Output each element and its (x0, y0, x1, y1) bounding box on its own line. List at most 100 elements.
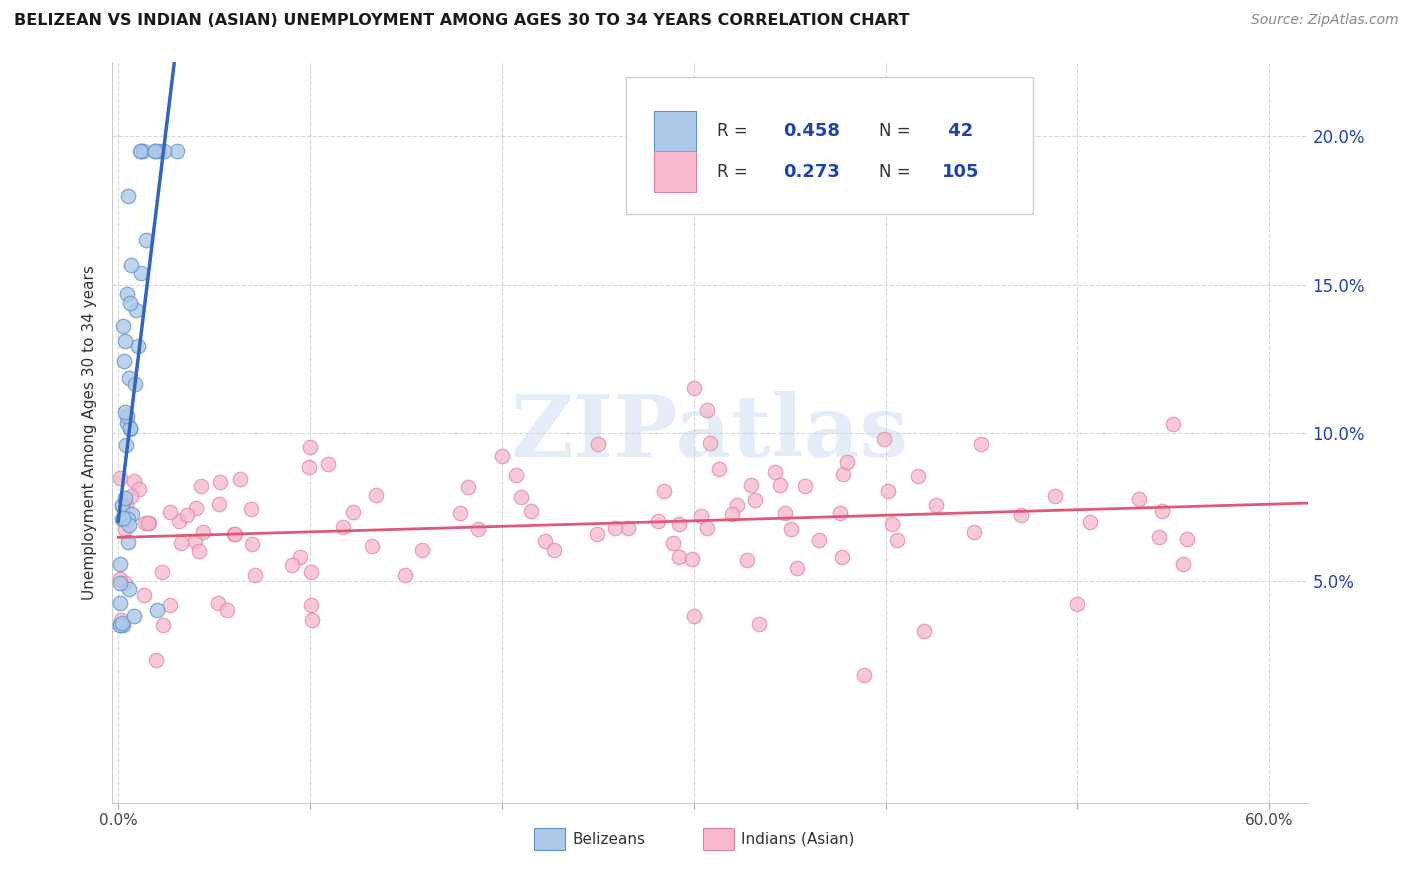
Point (744, 492, 766, 507)
Point (1171, 558, 1194, 572)
Point (299, 441, 322, 455)
Point (394, 568, 416, 582)
Point (108, 596, 131, 610)
Point (117, 409, 139, 424)
Point (114, 334, 136, 348)
Text: Indians (Asian): Indians (Asian) (741, 832, 855, 847)
Point (366, 488, 388, 502)
Point (191, 524, 214, 539)
Point (110, 471, 132, 485)
Point (128, 482, 150, 496)
Point (121, 507, 143, 521)
Point (114, 491, 136, 506)
Point (118, 582, 141, 596)
Point (124, 377, 146, 392)
Point (190, 478, 212, 492)
Point (117, 512, 139, 526)
Bar (654, 111, 696, 152)
Point (120, 258, 142, 272)
Point (135, 233, 157, 247)
Point (112, 318, 135, 333)
Point (207, 596, 229, 610)
Point (166, 145, 188, 159)
Point (152, 617, 174, 632)
Point (668, 516, 690, 531)
Point (170, 536, 193, 550)
Point (807, 533, 830, 547)
Point (111, 512, 134, 526)
Point (652, 484, 675, 499)
Point (288, 549, 311, 564)
Point (586, 437, 609, 451)
Point (491, 450, 513, 464)
Point (108, 575, 131, 590)
Point (912, 624, 935, 638)
Point (299, 566, 322, 580)
Point (837, 455, 859, 469)
Point (763, 465, 786, 479)
Point (110, 613, 132, 627)
Point (696, 402, 718, 417)
Point (876, 484, 898, 499)
Point (925, 499, 948, 513)
Point (117, 188, 139, 202)
Point (332, 520, 354, 534)
Point (145, 603, 167, 617)
Point (117, 518, 139, 533)
Point (217, 603, 239, 617)
Point (828, 506, 851, 520)
Point (132, 145, 155, 159)
Point (769, 478, 792, 492)
Point (242, 536, 264, 550)
Point (111, 499, 134, 513)
Point (108, 572, 131, 586)
Point (167, 514, 190, 528)
Text: N =: N = (879, 162, 915, 181)
Point (342, 505, 364, 519)
Point (831, 467, 853, 481)
Point (509, 491, 531, 505)
Point (115, 286, 138, 301)
Point (114, 576, 136, 591)
Point (647, 514, 669, 528)
Point (159, 505, 181, 519)
Point (176, 508, 198, 523)
Text: Source: ZipAtlas.com: Source: ZipAtlas.com (1251, 13, 1399, 28)
Point (707, 462, 730, 476)
Point (159, 599, 181, 613)
Point (534, 534, 557, 549)
Point (775, 506, 797, 520)
Point (1010, 508, 1032, 522)
Point (853, 668, 876, 682)
FancyBboxPatch shape (627, 78, 1033, 214)
Point (148, 145, 170, 159)
Point (222, 526, 245, 541)
Point (467, 522, 489, 536)
Point (962, 525, 984, 540)
Point (150, 565, 173, 579)
Point (183, 533, 205, 548)
Point (229, 472, 252, 486)
Point (145, 653, 167, 667)
Point (519, 504, 541, 518)
Bar (654, 152, 696, 192)
Point (120, 296, 142, 310)
Point (411, 543, 433, 558)
Point (1043, 489, 1066, 503)
Point (682, 381, 704, 395)
Point (301, 613, 323, 627)
Point (301, 598, 323, 612)
Point (131, 145, 153, 159)
Point (740, 477, 762, 491)
Point (873, 432, 896, 446)
Point (617, 521, 640, 535)
Point (112, 618, 135, 632)
Point (209, 475, 232, 490)
Point (449, 506, 471, 520)
Point (721, 507, 744, 521)
Point (134, 516, 156, 531)
Point (1066, 598, 1088, 612)
Point (134, 588, 156, 602)
Point (668, 550, 690, 565)
Point (681, 551, 703, 566)
